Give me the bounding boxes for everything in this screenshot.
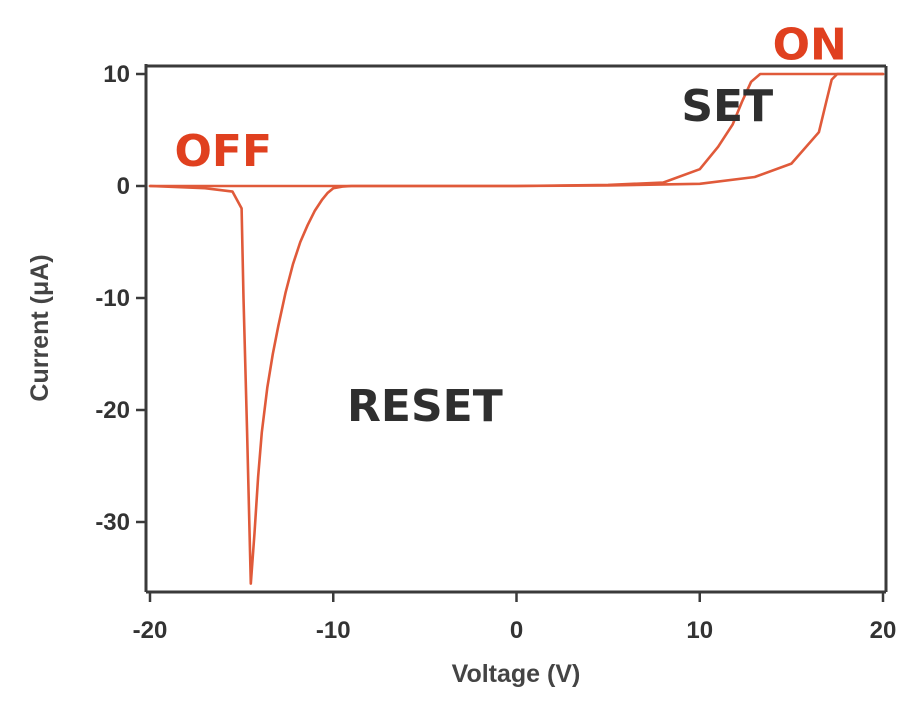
curves	[148, 72, 885, 585]
x-tick-label-0: -20	[133, 617, 168, 644]
tick-labels: -20 -10 0 10 20 10 0 -10 -20 -30	[95, 61, 896, 644]
annotation-set: SET	[681, 81, 773, 132]
x-tick-label-3: 10	[686, 617, 713, 644]
x-axis-title: Voltage (V)	[452, 660, 581, 688]
y-axis-title: Current (μA)	[26, 254, 54, 401]
x-tick-label-2: 0	[510, 617, 523, 644]
axis-ticks	[136, 72, 885, 602]
annotation-on: ON	[773, 19, 847, 70]
annotation-reset: RESET	[347, 381, 503, 432]
y-tick-label-4: -30	[95, 509, 130, 536]
x-tick-label-1: -10	[316, 617, 351, 644]
y-tick-label-3: -20	[95, 397, 130, 424]
y-tick-label-0: 10	[103, 61, 130, 88]
annotation-off: OFF	[175, 126, 273, 177]
x-tick-label-4: 20	[870, 617, 897, 644]
iv-curve-0	[148, 72, 885, 585]
iv-curve-1	[148, 72, 885, 188]
y-tick-label-2: -10	[95, 285, 130, 312]
annotations: ON OFF SET RESET	[175, 19, 847, 432]
y-tick-label-1: 0	[117, 173, 130, 200]
